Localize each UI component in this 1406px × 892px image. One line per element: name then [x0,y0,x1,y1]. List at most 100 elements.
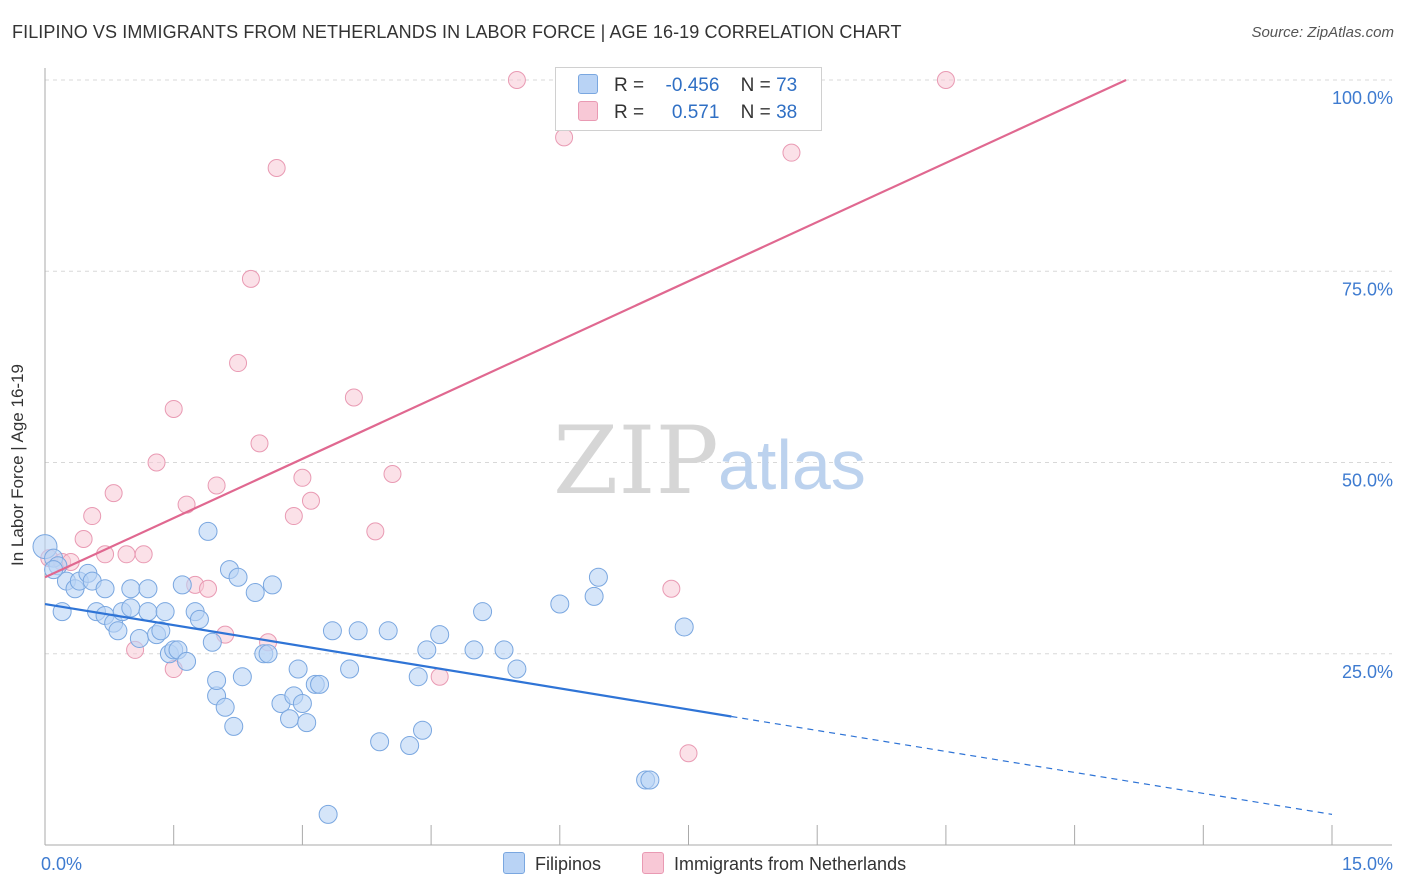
filipinos-point [310,674,330,694]
netherlands-point [679,744,698,763]
filipinos-point [198,521,218,541]
netherlands-point [164,399,183,418]
filipinos-point [95,579,115,599]
filipinos-point [400,736,420,756]
y-axis-label: In Labor Force | Age 16-19 [8,364,27,566]
filipinos-point [172,575,192,595]
netherlands-point [344,388,363,407]
x-tick-label: 0.0% [41,854,82,874]
netherlands-point [134,545,153,564]
legend-label: Immigrants from Netherlands [674,854,907,874]
watermark-zip: ZIP [553,407,719,516]
filipinos-point [413,720,433,740]
netherlands-point [199,579,218,598]
filipinos-trend-extension [731,715,1333,815]
netherlands-point [104,484,123,503]
netherlands-legend-swatch [642,852,664,874]
y-tick-label: 75.0% [1342,279,1393,299]
r-label: R = [614,75,645,96]
filipinos-point [640,770,660,790]
filipinos-point [674,617,694,637]
filipinos-point [550,594,570,614]
filipinos-point [202,632,222,652]
netherlands-point [83,507,102,526]
x-tick-label: 15.0% [1342,854,1393,874]
legend-label: Filipinos [535,854,602,874]
n-label: N = [740,102,771,123]
filipinos-point [318,804,338,824]
axes [44,68,1392,846]
n-label: N = [740,75,771,96]
filipinos-swatch [578,74,598,94]
filipinos-point [473,602,493,622]
filipinos-point [258,644,278,664]
filipinos-point [138,602,158,622]
filipinos-point [262,575,282,595]
netherlands-point [301,491,320,510]
watermark-atlas: atlas [718,426,866,504]
y-tick-label: 25.0% [1342,662,1393,682]
legend-item-filipinos[interactable]: Filipinos [503,852,601,875]
filipinos-trend-line [44,602,732,718]
filipinos-point [297,713,317,733]
netherlands-point [250,434,269,453]
filipinos-point [588,567,608,587]
filipinos-point [224,716,244,736]
r-value: -0.456 [665,75,720,96]
filipinos-point [121,579,141,599]
netherlands-point [147,453,166,472]
netherlands-point [284,507,303,526]
filipinos-point [155,602,175,622]
legend-item-netherlands[interactable]: Immigrants from Netherlands [642,852,906,875]
netherlands-point [74,530,93,548]
netherlands-trend-line [44,79,1127,579]
netherlands-point [782,143,801,162]
filipinos-point [232,667,252,687]
filipinos-point [151,621,171,641]
trend-lines [44,79,1333,815]
filipinos-point [340,659,360,679]
netherlands-point [267,158,286,177]
netherlands-point [507,71,526,89]
r-label: R = [614,102,645,123]
chart-title: FILIPINO VS IMMIGRANTS FROM NETHERLANDS … [12,22,902,42]
filipinos-point [215,697,235,717]
netherlands-point [383,464,402,483]
stats-row-filipinos: R = -0.456 N = 73 [578,74,797,100]
filipinos-point [121,598,141,618]
grid-lines [45,79,1392,655]
n-value: 38 [776,102,798,123]
filipinos-point [322,621,342,641]
netherlands-point [555,128,574,147]
netherlands-point [241,269,260,288]
filipinos-point [245,583,265,603]
filipinos-point [378,621,398,641]
tick-labels: 25.0% 50.0% 75.0% 100.0% 0.0% 15.0% [41,88,1393,874]
netherlands-point [936,71,955,89]
watermark: ZIP atlas [553,407,866,516]
filipinos-point [177,651,197,671]
filipinos-point [408,667,428,687]
filipinos-point [370,732,390,752]
filipinos-point [417,640,437,660]
netherlands-point [117,545,136,564]
filipinos-point [507,659,527,679]
filipinos-point [280,709,300,729]
filipinos-point [464,640,484,660]
netherlands-point [229,354,248,373]
netherlands-point [96,545,115,564]
netherlands-point [207,476,226,495]
n-value: 73 [776,75,798,96]
r-value: 0.571 [671,102,720,123]
filipinos-point [584,586,604,606]
y-tick-label: 100.0% [1332,88,1393,108]
filipinos-point [430,625,450,645]
filipinos-point [189,609,209,629]
filipinos-point [292,693,312,713]
chart-source: Source: ZipAtlas.com [1251,24,1394,41]
series-filipinos-points [32,521,694,824]
filipinos-point [108,621,128,641]
filipinos-point [129,628,149,648]
netherlands-point [366,522,385,541]
